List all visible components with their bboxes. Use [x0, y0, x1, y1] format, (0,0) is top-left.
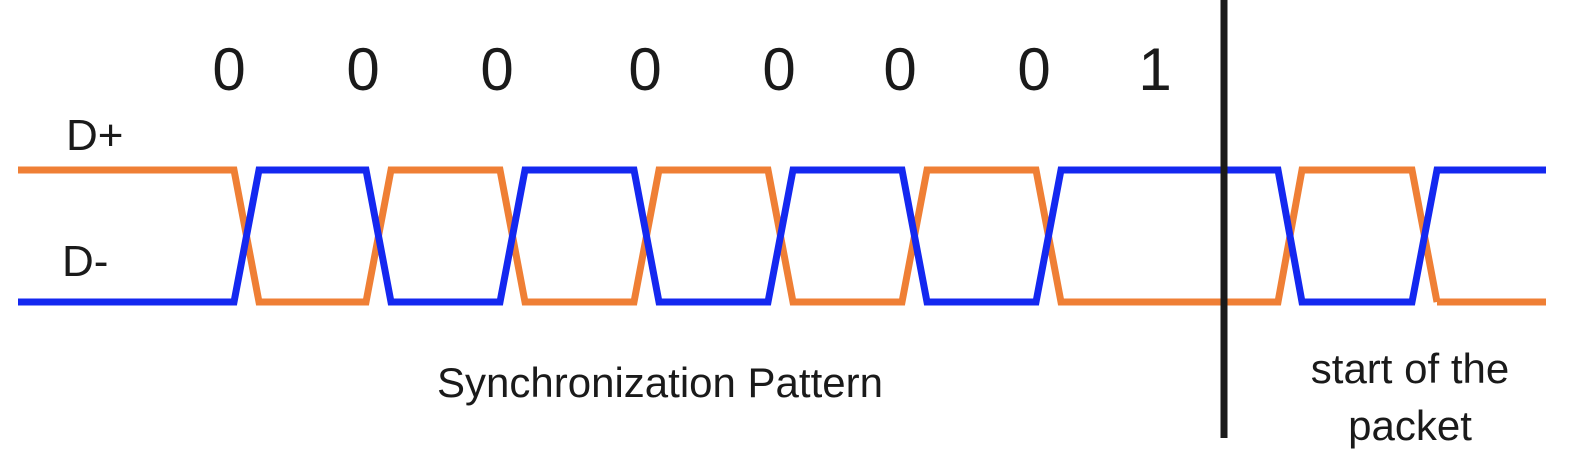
bit-label: 0 [480, 36, 513, 103]
bit-labels: 0 0 0 0 0 0 0 1 [212, 36, 1171, 103]
bit-label: 0 [883, 36, 916, 103]
packet-start-caption-line1: start of the [1311, 345, 1509, 392]
packet-start-caption-line2: packet [1348, 402, 1472, 449]
bit-label: 0 [762, 36, 795, 103]
bit-label: 0 [212, 36, 245, 103]
bit-label: 0 [628, 36, 661, 103]
dplus-label: D+ [66, 111, 123, 160]
dplus-waveform [18, 166, 1441, 306]
dminus-waveform [18, 166, 1546, 306]
dminus-label: D- [62, 237, 108, 286]
bit-label: 1 [1138, 36, 1171, 103]
bit-label: 0 [346, 36, 379, 103]
sync-pattern-caption: Synchronization Pattern [437, 359, 883, 406]
bit-label: 0 [1017, 36, 1050, 103]
